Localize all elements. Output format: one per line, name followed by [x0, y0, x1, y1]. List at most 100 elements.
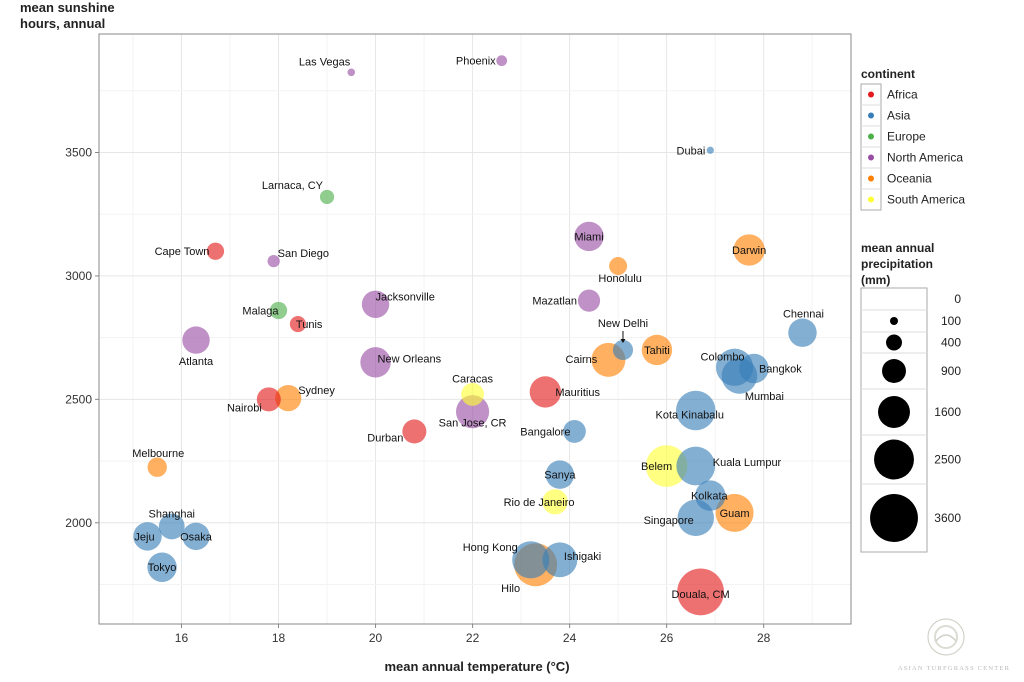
- label-kuala-lumpur: Kuala Lumpur: [713, 457, 782, 469]
- bubble-las-vegas: [347, 68, 356, 77]
- watermark-logo: [927, 618, 965, 656]
- bubble-melbourne: [147, 457, 167, 477]
- legend-swatch-asia: [868, 112, 874, 119]
- legend-size-label-100: 100: [941, 314, 961, 328]
- legend-size-swatch-2500: [874, 439, 914, 480]
- x-tick-label: 18: [272, 631, 286, 645]
- label-san-diego: San Diego: [278, 248, 329, 260]
- tick-layer: 16 18 20 22 24 26 28 2000 2500 3000 3500: [65, 145, 770, 645]
- bubble-san-diego: [267, 254, 280, 268]
- label-tokyo: Tokyo: [148, 562, 177, 574]
- legend-label-africa: Africa: [887, 88, 918, 102]
- label-osaka: Osaka: [180, 531, 213, 543]
- x-tick-label: 20: [369, 631, 383, 645]
- legend-size-label-400: 400: [941, 336, 961, 350]
- y-tick-label: 2500: [65, 392, 92, 406]
- bubble-caracas: [461, 383, 484, 406]
- label-bangalore: Bangalore: [520, 426, 570, 438]
- label-nairobi: Nairobi: [227, 402, 262, 414]
- bubble-tokyo: [147, 552, 177, 582]
- bubble-darwin: [733, 234, 765, 266]
- bubble-honolulu: [609, 257, 628, 276]
- label-douala-cm: Douala, CM: [672, 589, 730, 601]
- label-san-jose-cr: San Jose, CR: [439, 418, 507, 430]
- legend-label-south-america: South America: [887, 193, 965, 207]
- bubble-new-orleans: [360, 347, 391, 378]
- watermark: ASIAN TURFGRASS CENTER: [898, 618, 1009, 672]
- x-tick-label: 16: [175, 631, 189, 645]
- legend-label-asia: Asia: [887, 109, 911, 123]
- bubble-larnaca-cy: [319, 189, 335, 205]
- label-phoenix: Phoenix: [456, 56, 496, 68]
- label-miami: Miami: [574, 231, 603, 243]
- bubble-malaga: [269, 301, 288, 320]
- bubble-bangalore: [563, 420, 586, 443]
- legend-size-swatch-100: [890, 317, 898, 325]
- legend-size-label-2500: 2500: [934, 453, 961, 467]
- label-guam: Guam: [720, 508, 750, 520]
- bubble-san-jose-cr: [456, 395, 490, 429]
- legend-label-north-america: North America: [887, 151, 963, 165]
- bubble-kolkata: [695, 480, 726, 511]
- legend-size-swatch-3600: [870, 494, 918, 542]
- watermark-logo-mark: [935, 634, 957, 642]
- label-larnaca-cy: Larnaca, CY: [262, 180, 324, 192]
- label-colombo: Colombo: [701, 351, 745, 363]
- label-mazatlan: Mazatlan: [532, 296, 577, 308]
- bubble-ishigaki: [542, 542, 578, 578]
- y-axis-title-line-2: hours, annual: [20, 16, 105, 31]
- bubble-mauritius: [529, 376, 562, 408]
- label-tunis: Tunis: [296, 319, 323, 331]
- x-axis-title: mean annual temperature (°C): [384, 659, 569, 674]
- legend-continent-title: continent: [861, 67, 915, 81]
- watermark-logo-inner: [934, 625, 958, 649]
- label-darwin: Darwin: [732, 245, 766, 257]
- bubble-douala-cm: [677, 568, 725, 616]
- bubble-dubai: [706, 146, 714, 154]
- y-tick-label: 3000: [65, 269, 92, 283]
- label-dubai: Dubai: [677, 145, 706, 157]
- bubble-durban: [402, 419, 427, 444]
- y-tick-label: 3500: [65, 145, 92, 159]
- bubble-miami: [574, 221, 604, 252]
- label-belem: Belem: [641, 461, 672, 473]
- label-las-vegas: Las Vegas: [299, 56, 351, 68]
- x-tick-label: 22: [466, 631, 480, 645]
- legend-size-swatch-400: [886, 334, 902, 351]
- bubble-hong-kong: [512, 541, 550, 579]
- label-hong-kong: Hong Kong: [463, 542, 518, 554]
- plot-frame: [98, 33, 852, 625]
- legend-size-title-line: precipitation: [861, 257, 933, 271]
- bubble-sanya: [545, 460, 575, 489]
- label-shanghai: Shanghai: [149, 508, 196, 520]
- legend-size-title-line: mean annual: [861, 241, 934, 255]
- label-new-delhi: New Delhi: [598, 318, 648, 330]
- legend-size-label-0: 0: [954, 292, 961, 306]
- label-melbourne: Melbourne: [132, 448, 184, 460]
- bubble-rio-de-janeiro: [542, 489, 568, 515]
- y-axis-title-line-1: mean sunshine: [20, 0, 115, 15]
- label-caracas: Caracas: [452, 373, 493, 385]
- bubble-mazatlan: [577, 289, 601, 312]
- bubble-phoenix: [496, 55, 508, 67]
- bubble-cape-town: [206, 242, 225, 260]
- label-rio-de-janeiro: Rio de Janeiro: [504, 497, 575, 509]
- label-mauritius: Mauritius: [555, 387, 600, 399]
- label-kota-kinabalu: Kota Kinabalu: [655, 409, 724, 421]
- label-sanya: Sanya: [544, 470, 576, 482]
- legend-size-label-900: 900: [941, 364, 961, 378]
- legend-swatch-europe: [868, 133, 874, 140]
- bubble-jacksonville: [361, 290, 390, 319]
- bubble-nairobi: [256, 387, 281, 412]
- bubble-layer: [133, 55, 817, 616]
- label-mumbai: Mumbai: [745, 391, 784, 403]
- label-atlanta: Atlanta: [179, 356, 214, 368]
- label-new-orleans: New Orleans: [378, 353, 442, 365]
- bubble-tunis: [289, 316, 306, 333]
- label-cairns: Cairns: [566, 354, 598, 366]
- label-tahiti: Tahiti: [644, 345, 670, 357]
- label-hilo: Hilo: [501, 583, 520, 595]
- label-jacksonville: Jacksonville: [376, 291, 435, 303]
- bubble-shanghai: [158, 513, 185, 540]
